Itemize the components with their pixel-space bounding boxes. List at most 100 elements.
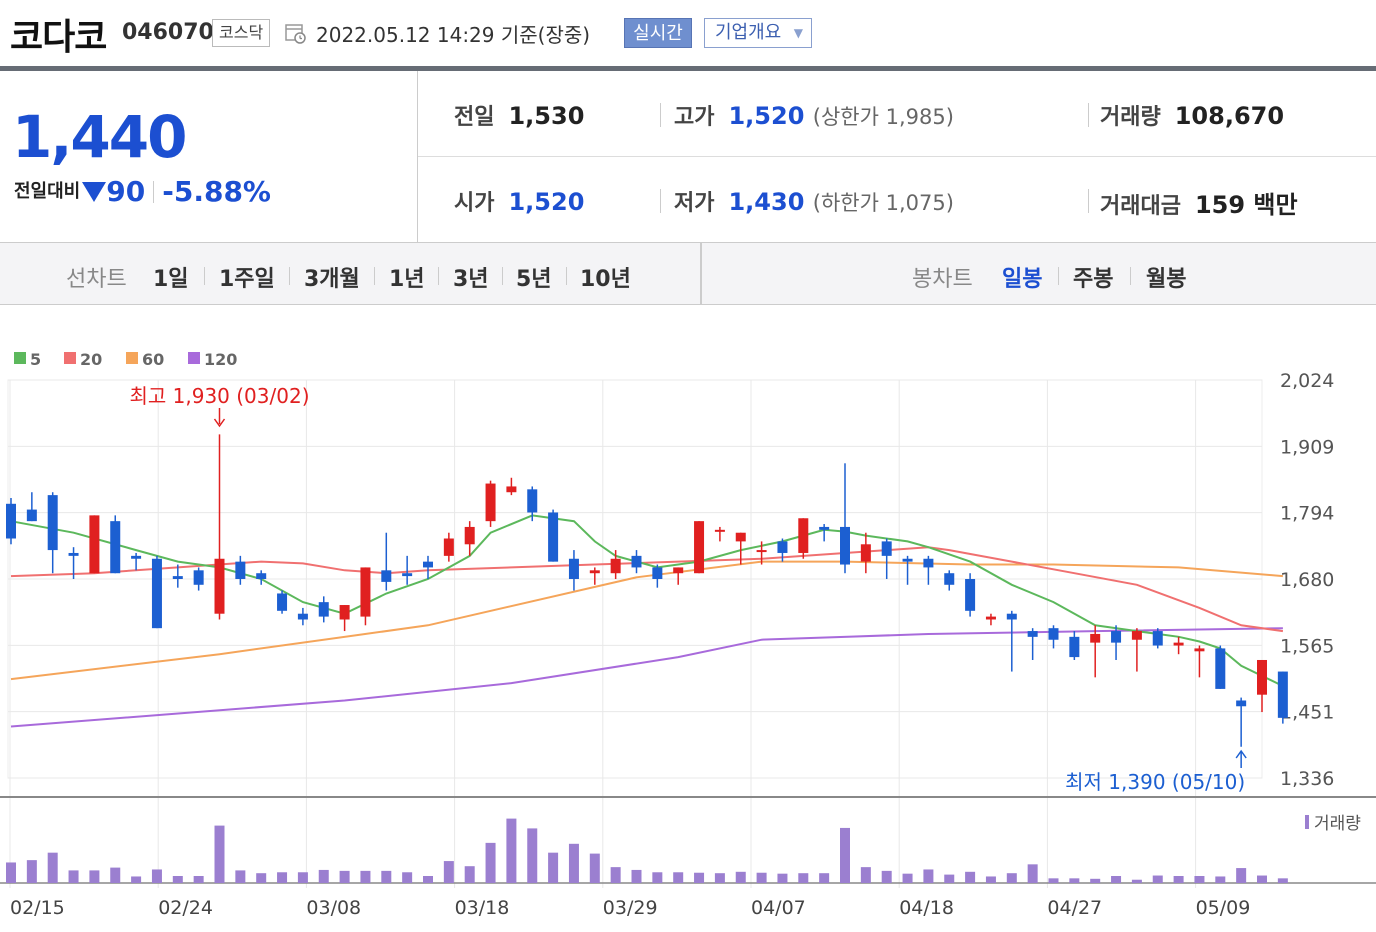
divider <box>204 267 205 285</box>
trade-amount-label: 거래대금 <box>1100 194 1181 219</box>
candle-body <box>1069 636 1080 658</box>
volume-bar <box>235 870 246 883</box>
candlestick-chart[interactable]: 5 20 60 120 2,024 1,909 1,794 1,680 1,565 1,451 1… <box>0 305 1376 925</box>
volume-bar <box>297 872 308 883</box>
volume-bar <box>923 869 934 883</box>
candle-body <box>610 558 621 574</box>
volume-bar <box>985 876 996 883</box>
volume-bar <box>131 876 142 883</box>
volume-bar <box>881 870 892 883</box>
volume-bar <box>1069 878 1080 883</box>
divider <box>566 267 567 285</box>
volume-bar <box>527 828 538 883</box>
candle-body <box>1152 631 1163 646</box>
volume-bar <box>694 872 705 883</box>
volume-bar <box>1027 864 1038 883</box>
tab-3month[interactable]: 3개월 <box>304 267 360 292</box>
x-tick-label: 05/09 <box>1196 897 1251 919</box>
legend-swatch <box>14 352 26 364</box>
high-price: 고가 1,520 (상한가 1,985) <box>674 99 954 131</box>
x-tick-label: 02/15 <box>10 897 65 919</box>
calendar-clock-icon <box>285 24 306 44</box>
candle-body <box>277 593 288 611</box>
chevron-down-icon: ▼ <box>793 26 803 40</box>
candle-body <box>485 483 496 522</box>
volume-bar <box>402 872 413 883</box>
volume-bar <box>673 872 684 883</box>
upper-limit: (상한가 1,985) <box>812 105 954 129</box>
low-price-label: 저가 <box>674 191 715 216</box>
x-tick-label: 04/27 <box>1047 897 1102 919</box>
high-price-label: 고가 <box>674 105 715 130</box>
candle-body <box>694 521 705 574</box>
candle-body <box>89 515 100 574</box>
chart-grid <box>0 379 1376 888</box>
low-price-value: 1,430 <box>728 188 805 216</box>
candle-body <box>151 558 162 629</box>
tab-10year[interactable]: 10년 <box>580 267 631 292</box>
tab-3year[interactable]: 3년 <box>453 267 489 292</box>
tab-1week[interactable]: 1주일 <box>219 267 275 292</box>
candle-body <box>1048 628 1059 640</box>
volume-bar <box>47 852 58 883</box>
low-annotation: 최저 1,390 (05/10) <box>1065 770 1245 794</box>
volume-bar <box>443 861 454 883</box>
candle-body <box>631 555 642 568</box>
candle-body <box>923 558 934 568</box>
volume-bar <box>89 870 100 883</box>
price-change-value: 90 <box>106 175 146 208</box>
candle-body <box>548 512 559 562</box>
price-change-label: 전일대비 <box>14 181 81 202</box>
candle-body <box>1215 648 1226 689</box>
candle-body <box>1173 642 1184 646</box>
volume-bar <box>610 867 621 883</box>
down-arrow-icon <box>82 182 107 202</box>
candle-body <box>1090 633 1101 643</box>
tab-1year[interactable]: 1년 <box>389 267 425 292</box>
x-tick-label: 02/24 <box>158 897 213 919</box>
volume-bar <box>944 874 955 883</box>
volume-bar <box>756 872 767 883</box>
tab-monthly[interactable]: 월봉 <box>1146 267 1187 292</box>
volume: 거래량 108,670 <box>1100 99 1284 131</box>
candle-body <box>1194 648 1205 652</box>
legend-swatch <box>126 352 138 364</box>
volume-bar <box>548 852 559 883</box>
tab-weekly[interactable]: 주봉 <box>1073 267 1114 292</box>
volume-label: 거래량 <box>1100 105 1161 130</box>
corp-code: 046070 <box>122 20 214 45</box>
realtime-button[interactable]: 실시간 <box>624 18 692 48</box>
tab-daily[interactable]: 일봉 <box>1002 267 1043 292</box>
company-info-dropdown[interactable]: 기업개요 ▼ <box>704 18 812 48</box>
price-stats-panel: 전일 1,530 고가 1,520 (상한가 1,985) 거래량 108,670 시… <box>418 71 1376 243</box>
volume-bar <box>506 818 517 883</box>
volume-bar <box>1236 868 1247 883</box>
candle-body <box>819 526 830 530</box>
x-tick-label: 04/18 <box>899 897 954 919</box>
volume-bar <box>423 876 433 883</box>
candle-body <box>443 538 454 556</box>
volume-bar <box>172 876 183 883</box>
y-tick-label: 1,336 <box>1280 768 1334 790</box>
tab-5year[interactable]: 5년 <box>516 267 552 292</box>
volume-bar <box>381 870 392 883</box>
volume-bar <box>6 862 16 883</box>
ma20-line <box>10 546 1284 633</box>
candle-body <box>589 570 600 574</box>
divider <box>1130 267 1131 285</box>
candle-body <box>402 573 413 577</box>
divider <box>418 156 1376 157</box>
candle-body <box>902 558 913 562</box>
divider <box>1088 103 1089 127</box>
candle-body <box>172 576 183 579</box>
candle-chart-label: 봉차트 <box>912 267 973 292</box>
volume-bar <box>68 870 79 883</box>
y-tick-label: 1,794 <box>1280 503 1334 525</box>
candle-body <box>1027 631 1038 637</box>
divider <box>700 243 702 305</box>
company-info-label: 기업개요 <box>715 22 782 43</box>
current-price: 1,440 <box>12 103 187 171</box>
volume-label: 거래량 <box>1314 814 1361 834</box>
legend-label: 5 <box>30 350 41 369</box>
tab-1day[interactable]: 1일 <box>153 267 189 292</box>
